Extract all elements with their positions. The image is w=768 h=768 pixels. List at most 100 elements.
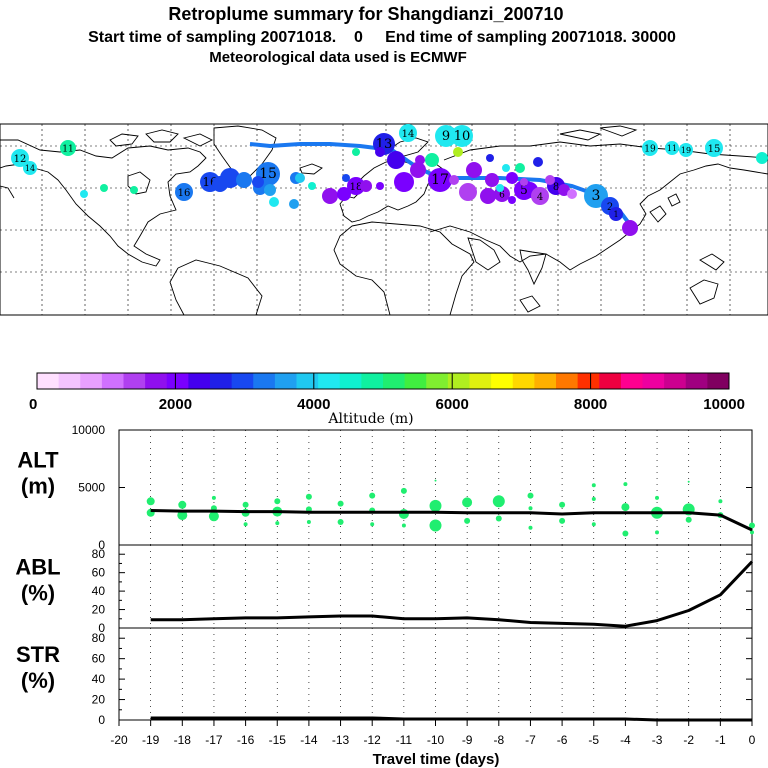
marker-dot [533, 157, 543, 167]
scatter-point [559, 517, 566, 524]
marker-dot [466, 162, 482, 178]
x-tick-label: -4 [620, 733, 631, 747]
marker-label: 18 [350, 182, 363, 193]
trajectory-marker-6: 11 [665, 141, 679, 155]
marker-dot [236, 172, 252, 188]
scatter-point [369, 492, 376, 499]
marker-dot [376, 182, 384, 190]
x-axis-label: Travel time (days) [373, 751, 500, 768]
x-tick-label: -16 [237, 733, 255, 747]
trajectory-marker-53 [295, 173, 305, 183]
trajectory-marker-51 [375, 147, 385, 157]
colorbar-tick-1: 2000 [159, 396, 192, 413]
trajectory-marker-41 [480, 188, 496, 204]
colorbar-cell-12 [296, 373, 319, 389]
marker-label: 17 [431, 172, 449, 188]
marker-label: 14 [25, 164, 35, 173]
marker-dot [508, 196, 516, 204]
marker-dot [269, 197, 279, 207]
marker-dot [531, 187, 549, 205]
x-tick-label: -11 [396, 733, 413, 747]
trajectory-marker-5: 19 [642, 140, 658, 156]
x-tick-label: -13 [332, 733, 350, 747]
trajectory-marker-28 [264, 184, 276, 196]
scatter-point [621, 503, 630, 512]
trajectory-marker-40 [506, 172, 518, 184]
colorbar-tick-3: 6000 [436, 396, 469, 413]
y-tick-label: 20 [92, 603, 106, 617]
marker-dot [264, 184, 276, 196]
marker-label: 10 [454, 129, 471, 144]
colorbar-cell-21 [491, 373, 514, 389]
marker-dot [252, 176, 264, 188]
trajectory-marker-37 [453, 147, 463, 157]
x-tick-label: -6 [557, 733, 568, 747]
x-tick-label: -19 [142, 733, 160, 747]
scatter-point [274, 498, 281, 505]
marker-label: 15 [259, 166, 277, 182]
marker-label: 11 [62, 145, 73, 155]
scatter-point [462, 497, 473, 508]
x-tick-label: -5 [588, 733, 599, 747]
trajectory-marker-2: 14 [399, 124, 417, 142]
colorbar-cells [37, 373, 730, 389]
marker-dot [502, 164, 510, 172]
marker-dot [496, 184, 504, 192]
marker-dot [289, 199, 299, 209]
scatter-point [528, 506, 533, 511]
panel-0: 10000 5000 0 ALT(m) [17, 423, 755, 552]
panel-1: 80 60 40 20 0 ABL(%) [15, 544, 754, 635]
marker-label: 19 [644, 145, 656, 155]
panel-label-line: (m) [21, 474, 55, 499]
scatter-point [146, 497, 155, 506]
scatter-point [591, 522, 596, 527]
scatter-point [492, 495, 505, 508]
colorbar-cell-2 [80, 373, 103, 389]
trajectory-marker-56 [289, 199, 299, 209]
trajectory-marker-68 [252, 176, 264, 188]
trajectory-marker-36 [425, 153, 439, 167]
marker-dot [387, 151, 405, 169]
series-line [150, 509, 753, 532]
panel-label-line: (%) [21, 581, 55, 606]
marker-dot [375, 147, 385, 157]
marker-dot [428, 168, 452, 192]
marker-dot [567, 189, 577, 199]
marker-dot [425, 153, 439, 167]
y-tick-label: 60 [92, 566, 106, 580]
colorbar-cell-27 [620, 373, 643, 389]
marker-dot [705, 139, 723, 157]
marker-dot [451, 125, 473, 147]
marker-label: 16 [178, 188, 191, 199]
trajectory-marker-4: 10 [451, 125, 473, 147]
colorbar-cell-30 [685, 373, 708, 389]
colorbar-cell-26 [599, 373, 622, 389]
colorbar-tick-2: 4000 [297, 396, 330, 413]
marker-label: 15 [708, 144, 721, 155]
colorbar-cell-3 [101, 373, 124, 389]
trajectory-marker-32 [360, 180, 372, 192]
y-tick-label: 0 [98, 621, 105, 635]
colorbar-cell-15 [361, 373, 384, 389]
trajectory-marker-39 [485, 173, 499, 187]
scatter-point [398, 509, 409, 519]
marker-dot [11, 149, 29, 167]
marker-dot [485, 173, 499, 187]
x-tick-label: -15 [269, 733, 287, 747]
colorbar-cell-18 [426, 373, 449, 389]
marker-dot [642, 140, 658, 156]
trajectory-marker-25 [236, 172, 252, 188]
panel-label-line: ABL [15, 555, 60, 580]
x-tick-label: -3 [652, 733, 663, 747]
colorbar-tick-5: 10000 [703, 396, 745, 413]
trajectory-markers: 121114910191119151616158765432113171814 [11, 124, 768, 236]
panel-label-line: ALT [17, 448, 59, 473]
colorbar-label: Altitude (m) [327, 411, 413, 427]
scatter-point [434, 479, 437, 482]
x-tick-label: -14 [300, 733, 318, 747]
trajectory-marker-9: 16 [175, 183, 193, 201]
y-tick-label: 20 [92, 693, 106, 707]
marker-dot [399, 124, 417, 142]
